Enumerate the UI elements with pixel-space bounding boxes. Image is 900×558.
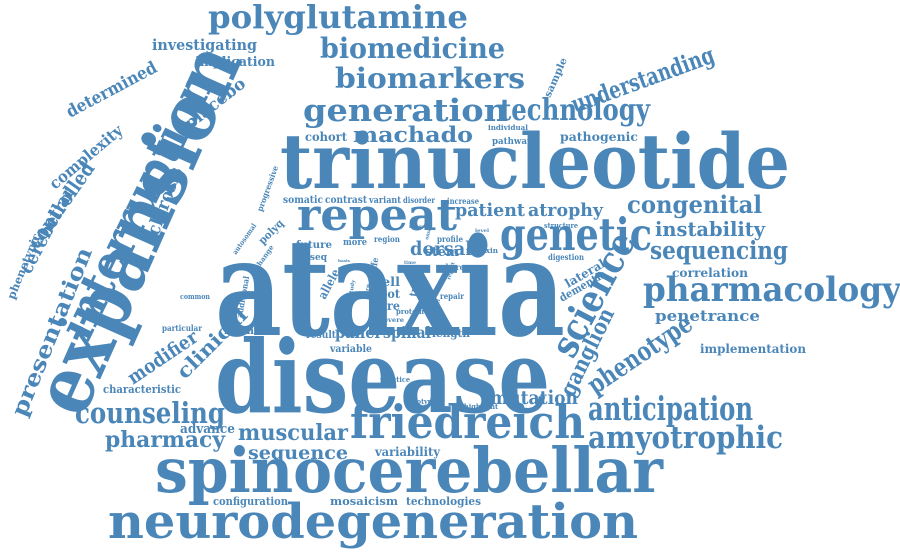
word-highlight: highlight — [464, 402, 499, 411]
word-cell: cell — [374, 275, 400, 289]
word-digestion: digestion — [548, 252, 584, 262]
word-atrophy: atrophy — [528, 200, 604, 221]
word-dorsal: dorsal — [410, 238, 472, 260]
word-frataxin: frataxin — [466, 246, 498, 255]
word-increase: increase — [447, 196, 479, 206]
word-protein: protein — [396, 307, 424, 316]
word-basis: basis — [338, 258, 351, 263]
word-study: study — [348, 278, 357, 296]
word-frda: frda — [365, 265, 377, 272]
word-variability: variability — [374, 445, 441, 459]
word-biomarkers: biomarkers — [335, 62, 525, 95]
word-stem: stem — [425, 245, 459, 260]
word-somatic: somatic — [283, 195, 323, 206]
word-characteristic: characteristic — [103, 383, 181, 396]
word-rare: rare — [374, 299, 400, 313]
word-amyotrophic: amyotrophic — [588, 420, 783, 456]
word-miseq: miseq — [297, 253, 328, 263]
word-instability: instability — [655, 217, 766, 241]
word-technology: technology — [500, 93, 651, 128]
word-illumina: illumina — [224, 324, 272, 337]
word-genotype: genotype — [404, 397, 436, 406]
word-mutation: mutation — [490, 387, 578, 409]
word-biomedicine: biomedicine — [320, 32, 505, 65]
word-chorea: chorea — [441, 262, 469, 272]
word-implementation: implementation — [700, 342, 806, 356]
word-panel: panel — [335, 323, 380, 342]
word-patient: patient — [455, 200, 526, 221]
word-region: region — [374, 234, 400, 244]
word-muscular: muscular — [238, 420, 348, 446]
word-ataxia: ataxia — [215, 208, 565, 367]
word-contrast: contrast — [325, 195, 367, 206]
word-disease: disease — [215, 318, 550, 436]
word-repair: repair — [440, 291, 465, 301]
word-sequence: sequence — [248, 442, 348, 464]
word-future: future — [296, 240, 332, 251]
word-spinocerebellar: spinocerebellar — [155, 434, 664, 507]
word-advance: advance — [180, 422, 235, 437]
word-result: result — [306, 330, 336, 341]
word-pathway: pathway — [492, 137, 533, 147]
word-time: time — [404, 260, 416, 266]
word-pure: pure — [361, 283, 373, 301]
word-cohort: cohort — [305, 130, 347, 144]
word-friedreich: friedreich — [350, 395, 585, 449]
word-sequencing: sequencing — [650, 236, 788, 265]
word-onset: onset — [424, 225, 434, 241]
word-polyglutamine: polyglutamine — [208, 0, 468, 36]
word-investigating: investigating — [152, 36, 257, 54]
word-anticipation: anticipation — [588, 389, 753, 428]
word-progressive: progressive — [254, 164, 280, 213]
word-variable: variable — [329, 344, 372, 355]
word-neurodegeneration: neurodegeneration — [108, 494, 638, 550]
word-structure: structure — [544, 221, 578, 230]
word-disorder: disorder — [403, 195, 436, 205]
word-penetrance: penetrance — [655, 307, 760, 325]
word-life: life — [369, 257, 381, 273]
word-practice: practice — [380, 375, 411, 384]
word-configuration: configuration — [213, 495, 288, 508]
word-genetic: genetic — [500, 208, 652, 261]
word-generation: generation — [303, 93, 508, 129]
word-machado: machado — [353, 122, 473, 147]
word-range: range — [409, 224, 425, 230]
word-variant: variant — [368, 196, 402, 206]
word-common: common — [180, 292, 210, 301]
word-root: root — [374, 287, 400, 301]
word-length: length — [432, 327, 470, 340]
word-pharmacology: pharmacology — [643, 270, 900, 310]
word-level: level — [475, 228, 489, 234]
word-spinal: spinal — [383, 323, 431, 342]
word-trial: trial — [408, 274, 423, 298]
word-profile: profile — [437, 234, 463, 244]
word-more: more — [343, 238, 367, 248]
word-particular: particular — [162, 323, 203, 333]
word-counseling: counseling — [75, 396, 225, 430]
word-individual: individual — [488, 123, 528, 132]
word-mosaicism: mosaicism — [330, 495, 398, 508]
word-pharmacy: pharmacy — [105, 427, 226, 453]
word-congenital: congenital — [627, 190, 762, 219]
word-trinucleotide: trinucleotide — [280, 117, 790, 206]
word-report: report — [446, 261, 457, 281]
word-correlation: correlation — [672, 266, 748, 280]
word-novel: novel — [432, 298, 442, 315]
word-repeat: repeat — [297, 190, 458, 241]
word-pathogenic: pathogenic — [560, 130, 638, 144]
word-severe: severe — [380, 317, 404, 324]
word-technologies: technologies — [406, 495, 481, 508]
word-implication: implication — [195, 55, 276, 70]
